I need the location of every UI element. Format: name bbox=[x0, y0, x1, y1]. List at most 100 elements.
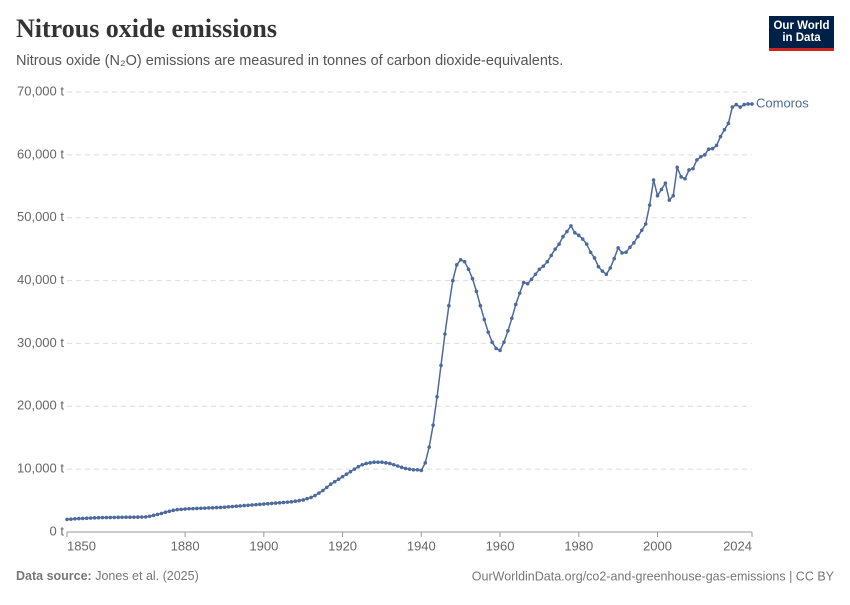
data-point bbox=[592, 256, 597, 260]
data-point bbox=[502, 340, 506, 344]
data-point bbox=[451, 278, 455, 283]
data-point bbox=[352, 467, 357, 471]
data-point bbox=[202, 506, 207, 510]
data-point bbox=[116, 515, 120, 520]
data-point bbox=[328, 482, 333, 487]
y-tick-label: 60,000 t bbox=[17, 146, 64, 161]
data-point bbox=[293, 499, 298, 504]
data-point bbox=[569, 224, 573, 228]
data-point bbox=[143, 515, 148, 519]
data-point bbox=[746, 102, 750, 106]
data-point bbox=[171, 508, 176, 513]
logo-text: Our World in Data bbox=[773, 20, 830, 44]
x-tick-label: 1850 bbox=[67, 538, 96, 553]
data-point bbox=[620, 251, 624, 255]
data-point bbox=[419, 468, 424, 473]
data-point bbox=[155, 512, 160, 517]
data-point bbox=[549, 253, 554, 258]
data-point bbox=[734, 102, 739, 107]
data-point bbox=[486, 330, 491, 334]
data-point bbox=[199, 506, 203, 511]
footer-link[interactable]: OurWorldinData.org/co2-and-greenhouse-ga… bbox=[472, 569, 835, 583]
data-point bbox=[643, 222, 648, 226]
data-point bbox=[494, 346, 498, 351]
data-point bbox=[187, 506, 191, 511]
data-point bbox=[100, 515, 105, 520]
data-point bbox=[498, 348, 502, 353]
data-point bbox=[69, 517, 73, 521]
data-point bbox=[411, 467, 416, 472]
data-point bbox=[88, 516, 93, 520]
data-point bbox=[273, 501, 278, 505]
data-point bbox=[277, 500, 282, 505]
data-point bbox=[616, 246, 620, 250]
data-point bbox=[521, 280, 526, 285]
data-point bbox=[517, 291, 522, 295]
data-point bbox=[510, 316, 514, 321]
data-point bbox=[360, 462, 365, 467]
x-tick-label: 1920 bbox=[328, 538, 357, 553]
data-point bbox=[545, 259, 550, 264]
data-point bbox=[92, 516, 97, 520]
data-point bbox=[305, 496, 309, 501]
data-point bbox=[136, 515, 140, 519]
y-tick-label: 10,000 t bbox=[17, 461, 64, 476]
logo-box[interactable] bbox=[769, 16, 834, 50]
data-point bbox=[226, 505, 231, 509]
data-point bbox=[702, 153, 707, 157]
data-point bbox=[750, 102, 754, 106]
data-point bbox=[671, 193, 676, 198]
data-point bbox=[242, 503, 246, 508]
data-point bbox=[230, 504, 235, 509]
data-point bbox=[246, 503, 250, 508]
data-point bbox=[250, 503, 254, 507]
data-point bbox=[395, 464, 400, 468]
data-point bbox=[309, 495, 313, 500]
data-point bbox=[167, 509, 172, 514]
data-point bbox=[151, 513, 156, 518]
data-point bbox=[513, 302, 518, 307]
x-tick-label: 2000 bbox=[643, 538, 672, 553]
data-point bbox=[356, 464, 361, 469]
data-point bbox=[639, 228, 644, 233]
source-label: Data source: bbox=[16, 569, 92, 583]
data-point bbox=[675, 165, 680, 170]
data-point bbox=[132, 515, 136, 519]
data-point bbox=[714, 143, 719, 148]
source: Data source: Jones et al. (2025) bbox=[16, 569, 199, 583]
data-point bbox=[269, 501, 274, 506]
data-point bbox=[128, 515, 132, 520]
data-point bbox=[647, 203, 652, 207]
data-point bbox=[427, 445, 431, 449]
logo-stripe bbox=[769, 48, 834, 51]
data-point bbox=[376, 460, 380, 465]
data-point bbox=[687, 168, 691, 172]
data-point bbox=[120, 515, 124, 520]
data-point bbox=[372, 460, 376, 465]
x-tick-label: 1940 bbox=[407, 538, 436, 553]
y-tick-label: 20,000 t bbox=[17, 398, 64, 413]
data-point bbox=[191, 506, 195, 511]
data-point bbox=[163, 510, 168, 514]
data-point bbox=[238, 504, 243, 508]
data-point bbox=[265, 501, 270, 506]
data-point bbox=[403, 466, 408, 471]
data-point bbox=[533, 272, 538, 277]
data-point bbox=[667, 198, 672, 202]
data-point bbox=[380, 460, 384, 465]
data-point bbox=[738, 105, 742, 109]
data-point bbox=[65, 517, 69, 522]
data-point bbox=[474, 289, 479, 294]
data-point bbox=[663, 181, 668, 185]
data-point bbox=[659, 187, 664, 192]
data-point bbox=[336, 477, 341, 482]
y-tick-label: 70,000 t bbox=[17, 83, 64, 98]
series-line bbox=[66, 103, 752, 521]
data-point bbox=[218, 505, 223, 510]
y-tick-label: 40,000 t bbox=[17, 272, 64, 287]
data-point bbox=[195, 506, 199, 511]
data-point bbox=[699, 154, 703, 159]
y-tick-label: 30,000 t bbox=[17, 335, 64, 350]
data-point bbox=[608, 266, 613, 270]
source-text: Jones et al. (2025) bbox=[95, 569, 199, 583]
